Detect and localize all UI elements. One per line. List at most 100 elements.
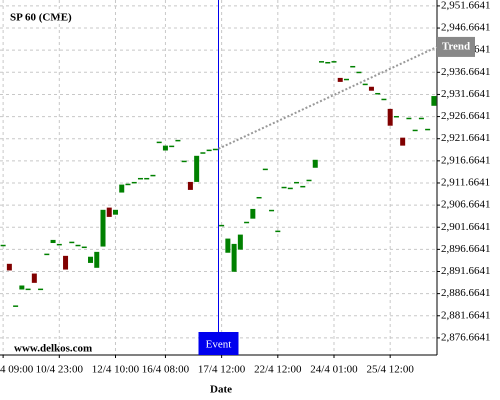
candle-body bbox=[356, 71, 362, 74]
y-tick-label: 2,936.6641 bbox=[441, 66, 491, 78]
candle-body bbox=[169, 145, 175, 148]
candle-body bbox=[63, 255, 69, 270]
candle-body bbox=[0, 244, 6, 247]
candle-body bbox=[137, 177, 143, 180]
y-tick-label: 2,901.6641 bbox=[441, 221, 491, 233]
trend-line bbox=[218, 46, 438, 150]
candle-body bbox=[150, 174, 156, 177]
candle-body bbox=[100, 209, 106, 247]
candle-body bbox=[187, 181, 193, 190]
candle-body bbox=[418, 117, 424, 120]
candle-body bbox=[75, 244, 81, 247]
candle-body bbox=[262, 168, 268, 171]
y-tick-label: 2,886.6641 bbox=[441, 287, 491, 299]
x-tick-label: 24/4 01:00 bbox=[310, 364, 358, 376]
x-tick-label: 16/4 08:00 bbox=[142, 364, 190, 376]
event-label: Event bbox=[206, 339, 232, 351]
candle-body bbox=[112, 209, 118, 215]
candle-body bbox=[325, 61, 331, 64]
y-tick-label: 2,906.6641 bbox=[441, 199, 491, 211]
candle-body bbox=[31, 273, 37, 283]
candle-body bbox=[156, 141, 162, 144]
candle-body bbox=[237, 234, 243, 250]
candle-body bbox=[162, 145, 168, 151]
candle-body bbox=[94, 251, 100, 268]
y-tick-label: 2,921.6641 bbox=[441, 132, 491, 144]
candle-body bbox=[144, 177, 150, 180]
candle-body bbox=[368, 86, 374, 91]
x-axis-title: Date bbox=[210, 384, 232, 396]
candle-body bbox=[225, 238, 231, 253]
y-tick-label: 2,891.6641 bbox=[441, 265, 491, 277]
candle-body bbox=[6, 263, 12, 271]
candle-body bbox=[412, 129, 418, 132]
candle-body bbox=[81, 246, 87, 249]
candle-body bbox=[294, 181, 300, 184]
candle-body bbox=[119, 184, 125, 193]
candle-body bbox=[131, 181, 137, 184]
candle-body bbox=[44, 253, 50, 256]
candle-body bbox=[13, 305, 19, 307]
candle-body bbox=[25, 288, 31, 291]
candle-body bbox=[393, 115, 399, 118]
candle-body bbox=[212, 148, 218, 151]
candle-body bbox=[406, 117, 412, 120]
y-tick-label: 2,951.6641 bbox=[441, 0, 491, 11]
candle-body bbox=[194, 155, 200, 182]
candle-body bbox=[19, 285, 25, 290]
candle-body bbox=[387, 108, 393, 126]
x-tick-label: 10/4 23:00 bbox=[36, 364, 84, 376]
candle-body bbox=[431, 96, 437, 106]
candle-body bbox=[219, 224, 225, 227]
candle-body bbox=[244, 221, 250, 224]
y-tick-label: 2,876.6641 bbox=[441, 331, 491, 343]
y-tick-label: 2,931.6641 bbox=[441, 88, 491, 100]
candle-body bbox=[343, 78, 349, 81]
candle-body bbox=[375, 92, 381, 95]
y-tick-label: 2,926.6641 bbox=[441, 110, 491, 122]
candle-body bbox=[275, 230, 281, 233]
candle-body bbox=[250, 208, 256, 219]
candle-body bbox=[319, 61, 325, 63]
candle-body bbox=[256, 196, 262, 199]
candle-body bbox=[400, 137, 406, 146]
candle-body bbox=[69, 241, 75, 244]
x-tick-label: 12/4 10:00 bbox=[92, 364, 140, 376]
event-box bbox=[198, 332, 239, 355]
candle-body bbox=[56, 243, 62, 246]
candle-body bbox=[350, 65, 356, 68]
watermark: www.delkos.com bbox=[14, 343, 92, 355]
candle-body bbox=[200, 152, 206, 154]
candle-body bbox=[50, 239, 56, 244]
y-tick-label: 2,916.6641 bbox=[441, 154, 491, 166]
chart-title: SP 60 (CME) bbox=[10, 12, 72, 24]
y-tick-label: 2,896.6641 bbox=[441, 243, 491, 255]
candle-body bbox=[300, 185, 306, 188]
candle-body bbox=[362, 83, 368, 86]
candle-body bbox=[125, 183, 131, 186]
candle-body bbox=[281, 186, 287, 189]
candle-body bbox=[181, 160, 187, 163]
y-tick-label: 2,911.6641 bbox=[441, 177, 490, 189]
candle-body bbox=[206, 149, 212, 152]
candle-body bbox=[331, 61, 337, 63]
candle-body bbox=[287, 187, 293, 190]
candle-body bbox=[231, 243, 237, 272]
candle-body bbox=[425, 128, 431, 131]
x-tick-label: 22/4 12:00 bbox=[254, 364, 302, 376]
x-tick-label: 25/4 12:00 bbox=[366, 364, 414, 376]
trend-box bbox=[437, 36, 475, 57]
candle-body bbox=[306, 179, 312, 182]
candle-body bbox=[381, 98, 387, 101]
candle-body bbox=[106, 207, 112, 217]
candle-body bbox=[312, 159, 318, 168]
x-tick-label: 17/4 12:00 bbox=[198, 364, 246, 376]
candle-body bbox=[38, 288, 44, 291]
x-tick-label: 4 09:00 bbox=[0, 364, 34, 376]
y-tick-label: 2,881.6641 bbox=[441, 309, 491, 321]
y-tick-label: 2,946.6641 bbox=[441, 22, 491, 34]
candle-body bbox=[175, 139, 181, 142]
trend-label: Trend bbox=[442, 40, 470, 52]
